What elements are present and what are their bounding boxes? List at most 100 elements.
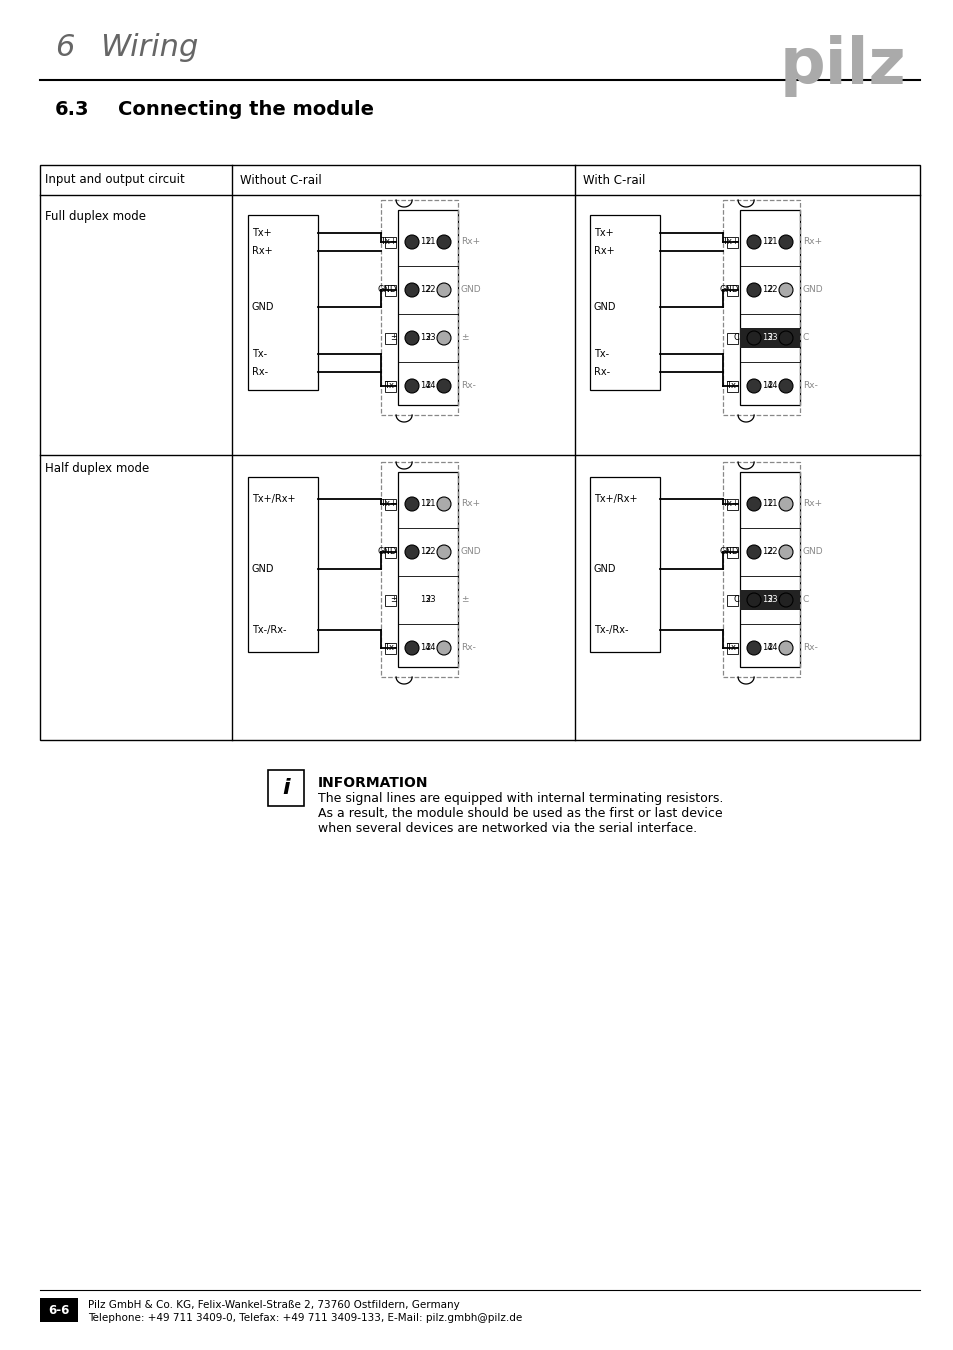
Text: Tx-/Rx-: Tx-/Rx- — [594, 625, 628, 634]
Bar — [726, 643, 738, 653]
Bar — [726, 498, 738, 509]
Text: 11: 11 — [761, 238, 772, 247]
Text: INFORMATION: INFORMATION — [317, 776, 428, 790]
Text: Rx+: Rx+ — [594, 246, 614, 256]
Bar — [248, 215, 317, 390]
Text: 14: 14 — [419, 644, 430, 652]
Text: Rx-: Rx- — [594, 367, 610, 377]
Bar — [385, 498, 395, 509]
Text: 12: 12 — [761, 285, 772, 294]
Text: Tx+: Tx+ — [594, 228, 613, 238]
Text: Tx-: Tx- — [594, 350, 608, 359]
Text: Rx-: Rx- — [802, 644, 817, 652]
Circle shape — [779, 641, 792, 655]
Text: ±: ± — [460, 595, 468, 605]
Text: Tx-: Tx- — [725, 382, 739, 390]
Bar — [385, 643, 395, 653]
Text: Tx-: Tx- — [252, 350, 267, 359]
Text: Wiring: Wiring — [100, 34, 198, 62]
Text: 13: 13 — [761, 595, 772, 605]
Text: 11: 11 — [419, 238, 430, 247]
Circle shape — [779, 284, 792, 297]
Text: Tx+: Tx+ — [379, 238, 396, 247]
Text: 24: 24 — [425, 644, 436, 652]
Text: With C-rail: With C-rail — [582, 174, 644, 186]
Text: i: i — [282, 778, 290, 798]
Text: Tx+: Tx+ — [721, 238, 739, 247]
Text: 6-6: 6-6 — [49, 1304, 70, 1316]
Text: 22: 22 — [767, 285, 778, 294]
Text: Rx+: Rx+ — [252, 246, 273, 256]
Text: Telephone: +49 711 3409-0, Telefax: +49 711 3409-133, E-Mail: pilz.gmbh@pilz.de: Telephone: +49 711 3409-0, Telefax: +49 … — [88, 1314, 521, 1323]
Text: 6.3: 6.3 — [55, 100, 90, 119]
Bar — [726, 381, 738, 392]
Text: GND: GND — [460, 548, 481, 556]
Circle shape — [779, 593, 792, 608]
Text: Tx+/Rx+: Tx+/Rx+ — [594, 494, 637, 504]
Circle shape — [746, 497, 760, 512]
Circle shape — [405, 331, 418, 346]
Bar — [722, 200, 800, 414]
Bar — [740, 590, 800, 610]
Circle shape — [779, 331, 792, 346]
Circle shape — [436, 284, 451, 297]
Bar — [380, 200, 457, 414]
Bar — [385, 547, 395, 558]
Bar — [385, 381, 395, 392]
Bar — [589, 215, 659, 390]
Text: 13: 13 — [761, 595, 772, 605]
Text: ±: ± — [390, 595, 396, 605]
Circle shape — [405, 284, 418, 297]
Text: 11: 11 — [761, 500, 772, 509]
Text: The signal lines are equipped with internal terminating resistors.: The signal lines are equipped with inter… — [317, 792, 722, 805]
Text: Tx+: Tx+ — [721, 500, 739, 509]
Circle shape — [779, 379, 792, 393]
Text: Rx-: Rx- — [460, 382, 476, 390]
Circle shape — [746, 379, 760, 393]
Text: 23: 23 — [766, 595, 778, 605]
Text: Rx+: Rx+ — [802, 500, 821, 509]
Circle shape — [436, 379, 451, 393]
Text: GND: GND — [460, 285, 481, 294]
Text: 24: 24 — [767, 644, 778, 652]
Text: GND: GND — [802, 548, 822, 556]
Circle shape — [405, 545, 418, 559]
Text: Pilz GmbH & Co. KG, Felix-Wankel-Straße 2, 73760 Ostfildern, Germany: Pilz GmbH & Co. KG, Felix-Wankel-Straße … — [88, 1300, 459, 1310]
Text: Tx-: Tx- — [725, 644, 739, 652]
Circle shape — [405, 379, 418, 393]
Text: 23: 23 — [425, 595, 436, 605]
Text: GND: GND — [802, 285, 822, 294]
Text: 23: 23 — [766, 333, 778, 343]
Text: Rx-: Rx- — [252, 367, 268, 377]
Bar — [268, 769, 304, 806]
Circle shape — [746, 545, 760, 559]
Text: Tx-: Tx- — [384, 644, 396, 652]
Bar — [589, 477, 659, 652]
Circle shape — [779, 593, 792, 608]
Circle shape — [436, 545, 451, 559]
Text: Tx+: Tx+ — [252, 228, 272, 238]
Text: GND: GND — [252, 564, 274, 574]
Bar — [248, 477, 317, 652]
Text: 22: 22 — [425, 548, 436, 556]
Text: Without C-rail: Without C-rail — [240, 174, 321, 186]
Circle shape — [405, 641, 418, 655]
Text: 21: 21 — [767, 500, 778, 509]
Circle shape — [779, 235, 792, 248]
Text: 21: 21 — [425, 500, 436, 509]
Bar — [397, 211, 457, 405]
Bar — [726, 236, 738, 247]
Bar — [397, 472, 457, 667]
Text: C: C — [732, 595, 739, 605]
Text: 14: 14 — [419, 382, 430, 390]
Text: ±: ± — [390, 333, 396, 343]
Text: GND: GND — [594, 564, 616, 574]
Circle shape — [746, 331, 760, 346]
Text: pilz: pilz — [780, 35, 905, 97]
Text: C: C — [802, 333, 808, 343]
Bar — [385, 594, 395, 606]
Text: when several devices are networked via the serial interface.: when several devices are networked via t… — [317, 822, 697, 836]
Circle shape — [779, 331, 792, 346]
Text: 22: 22 — [767, 548, 778, 556]
Text: 23: 23 — [425, 333, 436, 343]
